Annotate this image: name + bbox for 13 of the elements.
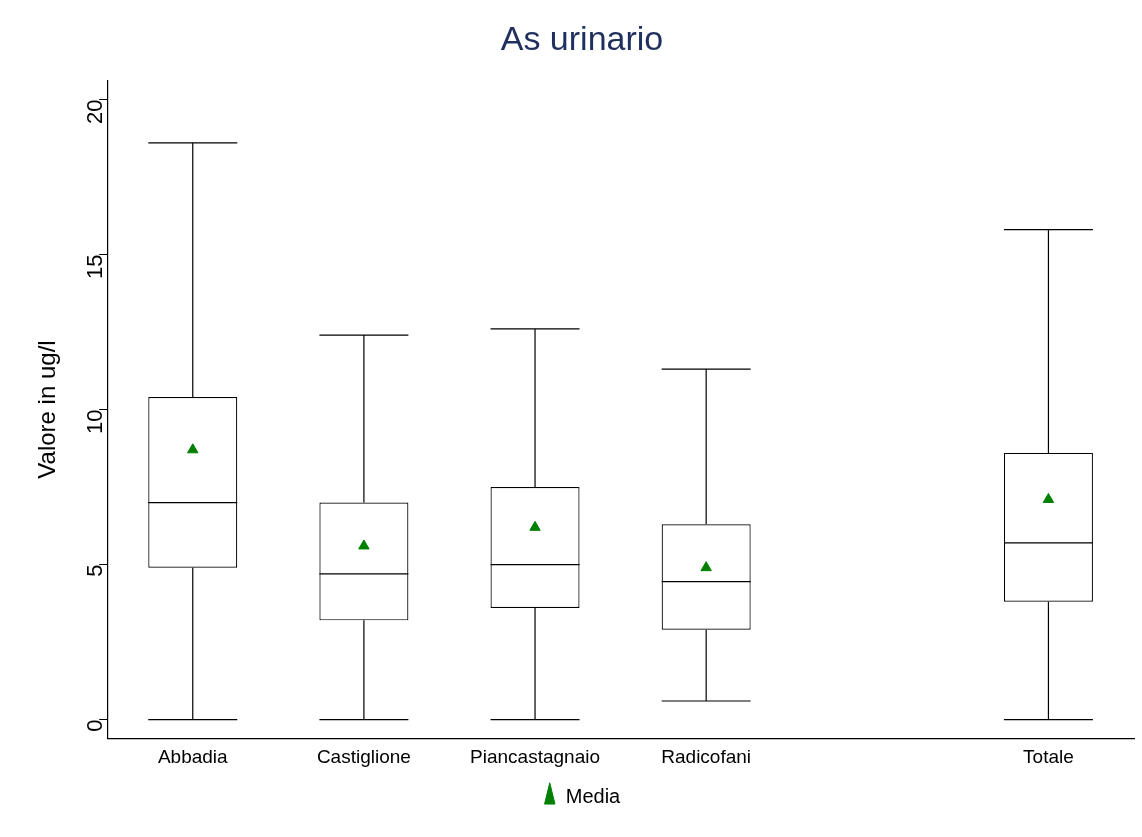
x-tick-label: Abbadia — [157, 745, 229, 767]
x-tick-label: Radicofani — [661, 745, 752, 767]
chart-title: As urinario — [500, 18, 664, 57]
y-tick-label: 5 — [82, 564, 108, 577]
legend-label: Media — [565, 784, 622, 807]
x-tick-label: Totale — [1023, 745, 1074, 767]
y-tick-label: 0 — [82, 719, 108, 732]
y-tick-label: 20 — [82, 99, 108, 124]
x-tick-label: Piancastagnaio — [470, 745, 600, 767]
y-tick-label: 15 — [82, 254, 108, 279]
y-axis-title: Valore in ug/l — [33, 340, 61, 479]
y-tick-label: 10 — [82, 409, 108, 434]
x-tick-label: Castiglione — [316, 745, 411, 767]
